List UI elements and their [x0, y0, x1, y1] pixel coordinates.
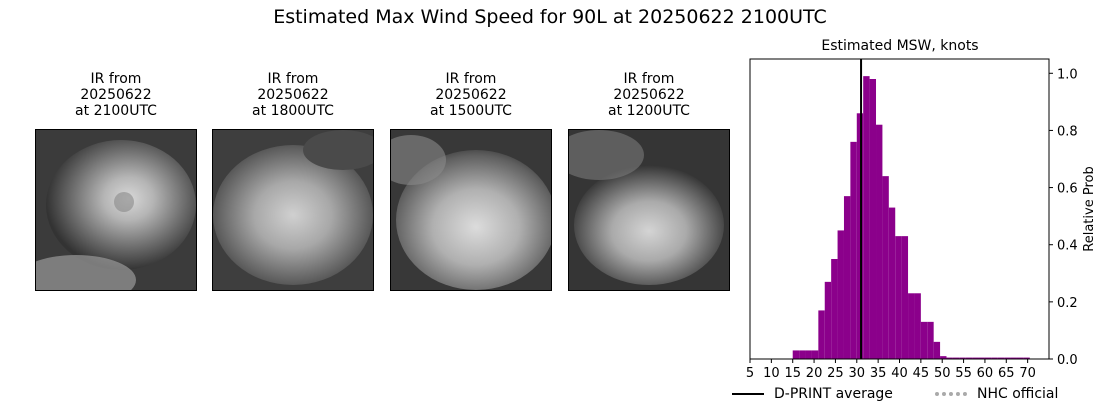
ir-panel-title-line: 20250622 — [257, 87, 329, 103]
histogram-bar — [837, 230, 844, 359]
chart-title: Estimated MSW, knots — [821, 38, 978, 54]
x-tick-label: 60 — [977, 366, 994, 381]
x-tick-label: 30 — [849, 366, 866, 381]
y-axis-label: Relative Prob — [1082, 166, 1097, 251]
ir-panel-title-line: at 1500UTC — [430, 103, 512, 119]
y-tick-label: 0.8 — [1057, 124, 1078, 139]
y-tick-label: 1.0 — [1057, 67, 1078, 82]
histogram-bar — [863, 76, 870, 360]
ir-satellite-image-2 — [212, 129, 374, 291]
ir-panel-title-line: 20250622 — [613, 87, 685, 103]
histogram-bar — [856, 113, 864, 360]
histogram-bar — [946, 357, 953, 359]
bars-layer — [792, 76, 1030, 360]
ir-panel-title-line: 20250622 — [435, 87, 507, 103]
legend-item-nhc: NHC official — [935, 386, 1058, 402]
y-axis: 0.0 0.2 0.4 0.6 0.8 1.0 — [1049, 67, 1078, 368]
legend-dotted-line-swatch — [935, 392, 967, 396]
x-tick-label: 55 — [955, 366, 972, 381]
histogram-bar — [1016, 357, 1024, 359]
x-tick-label: 40 — [891, 366, 908, 381]
histogram-bar — [888, 207, 896, 359]
legend-item-dprint: D-PRINT average — [732, 386, 893, 402]
histogram-bar — [908, 293, 915, 359]
histogram-bar — [792, 350, 800, 359]
x-tick-label: 65 — [998, 366, 1015, 381]
histogram-bar — [997, 357, 1005, 359]
histogram-bar — [1004, 357, 1011, 359]
histogram-bar — [799, 350, 806, 359]
figure-title: Estimated Max Wind Speed for 90L at 2025… — [273, 6, 827, 28]
ir-panel-title-line: at 1200UTC — [608, 103, 690, 119]
x-tick-label: 50 — [934, 366, 951, 381]
histogram-bar — [991, 357, 998, 359]
x-tick-label: 20 — [806, 366, 823, 381]
y-tick-label: 0.4 — [1057, 239, 1078, 254]
histogram-bar — [901, 236, 909, 359]
histogram-bar — [1023, 357, 1030, 359]
histogram-bar — [805, 350, 812, 359]
x-tick-label: 15 — [784, 366, 801, 381]
ir-satellite-image-3 — [390, 129, 552, 291]
ir-satellite-image-4 — [568, 129, 730, 291]
histogram-bar — [876, 124, 883, 359]
histogram-bar — [895, 236, 902, 359]
x-tick-label: 35 — [870, 366, 887, 381]
y-tick-label: 0.2 — [1057, 296, 1078, 311]
histogram-bar — [959, 357, 966, 359]
ir-panel-title-line: IR from — [267, 71, 319, 87]
ir-panel-title-2: IR from 20250622 at 1800UTC — [212, 71, 374, 119]
x-tick-label: 5 — [746, 366, 754, 381]
legend-solid-line-swatch — [732, 393, 764, 395]
x-tick-label: 10 — [763, 366, 780, 381]
ir-panel-title-line: IR from — [90, 71, 142, 87]
histogram-bar — [978, 357, 985, 359]
legend-label-nhc: NHC official — [977, 386, 1059, 402]
histogram-bar — [940, 356, 947, 359]
histogram-bar — [972, 357, 979, 359]
x-tick-label: 25 — [827, 366, 844, 381]
ir-panel-title-4: IR from 20250622 at 1200UTC — [568, 71, 730, 119]
x-tick-label: 70 — [1019, 366, 1036, 381]
histogram-bar — [933, 341, 941, 359]
ir-panel-title-line: at 1800UTC — [252, 103, 334, 119]
histogram-bar — [831, 259, 838, 359]
histogram-bar — [920, 321, 928, 359]
histogram-bar — [914, 293, 921, 359]
histogram-bar — [882, 176, 889, 359]
histogram-bar — [952, 357, 960, 359]
histogram-bar — [869, 79, 877, 359]
ir-satellite-image-1 — [35, 129, 197, 291]
histogram-bar — [811, 350, 819, 359]
ir-panel-title-line: IR from — [445, 71, 497, 87]
histogram-bar — [927, 321, 934, 359]
legend-label-dprint: D-PRINT average — [774, 386, 893, 402]
ir-panel-title-line: at 2100UTC — [75, 103, 157, 119]
ir-panel-title-3: IR from 20250622 at 1500UTC — [390, 71, 552, 119]
x-axis: 5 10 15 20 25 30 35 40 45 50 55 60 65 70 — [746, 359, 1036, 381]
y-tick-label: 0.6 — [1057, 182, 1078, 197]
histogram-bar — [965, 357, 973, 359]
ir-panel-title-line: IR from — [623, 71, 675, 87]
ir-panel-title-1: IR from 20250622 at 2100UTC — [35, 71, 197, 119]
histogram-bar — [843, 196, 851, 359]
histogram-bar — [1010, 357, 1017, 359]
histogram-bar — [824, 281, 832, 359]
x-tick-label: 45 — [913, 366, 930, 381]
y-tick-label: 0.0 — [1057, 353, 1078, 368]
histogram-bar — [850, 141, 857, 359]
ir-panel-title-line: 20250622 — [80, 87, 152, 103]
histogram-bar — [984, 357, 992, 359]
histogram-bar — [818, 310, 825, 359]
